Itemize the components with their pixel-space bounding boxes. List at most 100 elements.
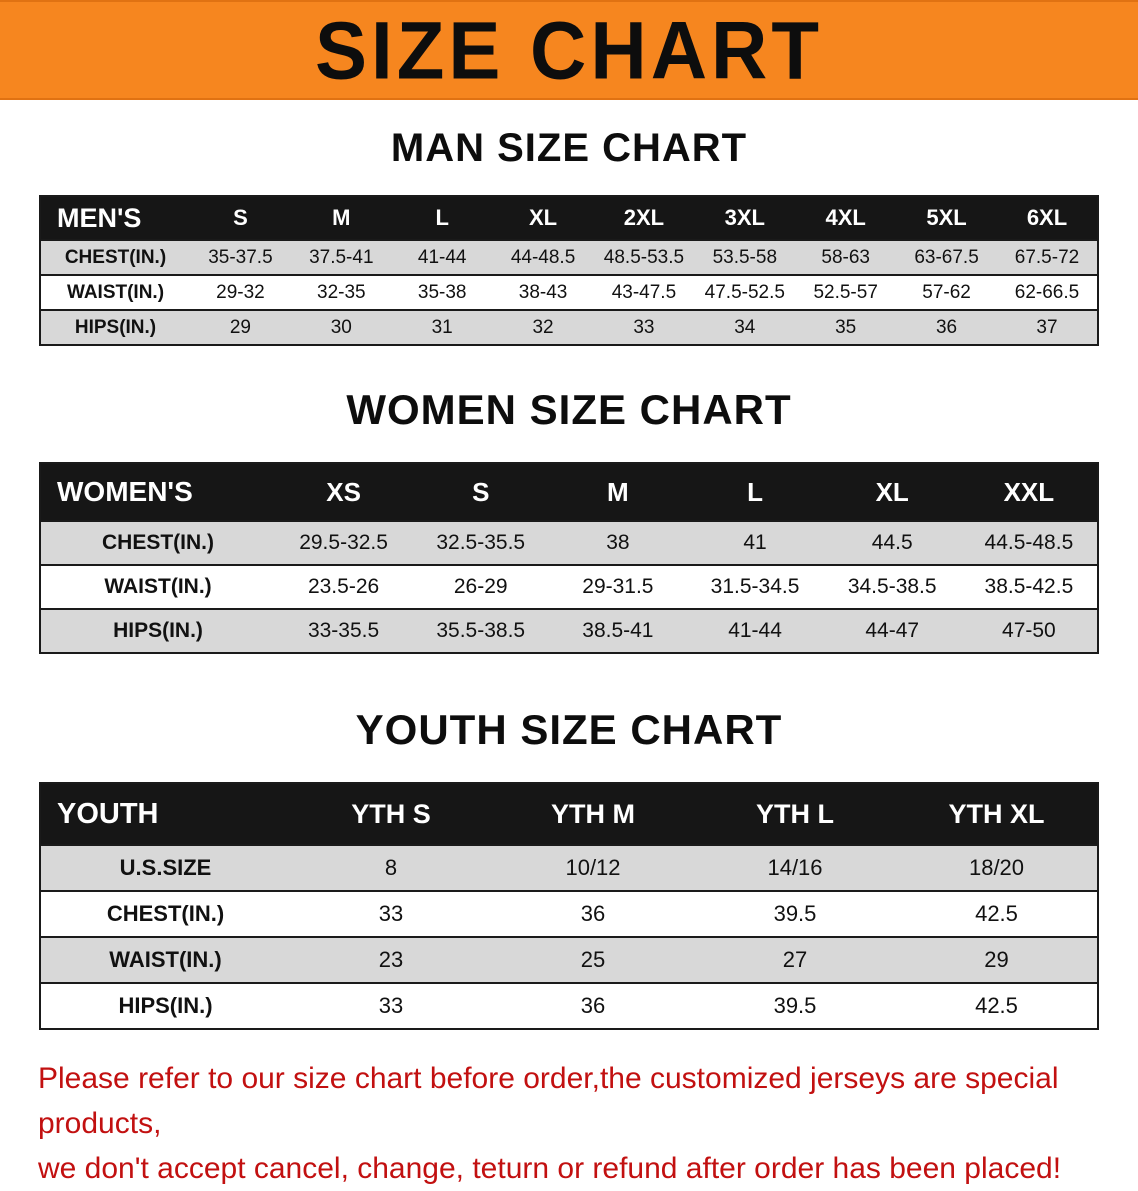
size-value-cell: 41-44 <box>417 246 467 268</box>
table-row: HIPS(IN.) 33-35.5 35.5-38.5 38.5-41 41-44 44-… <box>40 609 1098 653</box>
youth-section-heading: YOUTH SIZE CHART <box>355 706 783 753</box>
size-value-cell: 35 <box>835 316 857 338</box>
size-value-cell: 34 <box>734 316 756 338</box>
youth-size-table: YOUTH YTH S YTH M YTH L YTH XL U.S.SIZE 8 10/12… <box>39 782 1099 1030</box>
size-value-cell: 44-48.5 <box>510 246 576 268</box>
size-column-header: YTH XL <box>896 783 1098 845</box>
row-label: HIPS(IN.) <box>74 316 157 338</box>
table-row: CHEST(IN.) 33 36 39.5 42.5 <box>40 891 1098 937</box>
size-column-header: S <box>190 196 291 240</box>
size-value-cell: 29.5-32.5 <box>299 531 388 554</box>
youth-size-section: YOUTH SIZE CHART YOUTH YTH S YTH M YTH L YTH… <box>0 706 1138 1030</box>
table-row: HIPS(IN.) 29 30 31 32 33 34 35 36 37 <box>40 310 1098 345</box>
table-header-row: MEN'S S M L XL 2XL 3XL 4XL 5XL 6XL <box>40 196 1098 240</box>
size-value-cell: 42.5 <box>975 901 1018 926</box>
size-column-header: M <box>290 196 392 240</box>
size-value-cell: 44.5 <box>871 531 913 554</box>
size-value-cell: 33 <box>378 993 404 1018</box>
size-column-header: XL <box>492 196 594 240</box>
size-column-header: XXL <box>960 463 1098 521</box>
size-value-cell: 10/12 <box>565 855 621 880</box>
size-column-header: YTH M <box>492 783 694 845</box>
size-value-cell: 23.5-26 <box>307 575 380 598</box>
size-value-cell: 38.5-41 <box>582 619 654 642</box>
row-label: CHEST(IN.) <box>106 901 225 926</box>
table-row: WAIST(IN.) 29-32 32-35 35-38 38-43 43-47.5 47.… <box>40 275 1098 310</box>
size-column-header: 3XL <box>694 196 796 240</box>
size-value-cell: 38.5-42.5 <box>984 575 1074 598</box>
size-value-cell: 29-31.5 <box>582 575 654 598</box>
size-value-cell: 38-43 <box>518 281 568 303</box>
table-title-cell: WOMEN'S <box>40 463 275 521</box>
row-label: HIPS(IN.) <box>118 993 213 1018</box>
table-row: CHEST(IN.) 35-37.5 37.5-41 41-44 44-48.5 48.5… <box>40 240 1098 275</box>
table-row: CHEST(IN.) 29.5-32.5 32.5-35.5 38 41 44.5 44.5… <box>40 521 1098 565</box>
size-column-header: XL <box>823 463 961 521</box>
size-value-cell: 33-35.5 <box>307 619 380 642</box>
size-value-cell: 41 <box>743 531 767 554</box>
size-value-cell: 30 <box>330 316 352 338</box>
row-label: HIPS(IN.) <box>113 619 203 642</box>
table-header-row: WOMEN'S XS S M L XL XXL <box>40 463 1098 521</box>
size-value-cell: 44.5-48.5 <box>984 531 1074 554</box>
size-column-header: 2XL <box>593 196 695 240</box>
row-label: WAIST(IN.) <box>66 281 165 303</box>
men-section-heading: MAN SIZE CHART <box>390 126 748 170</box>
size-value-cell: 38 <box>606 531 630 554</box>
size-value-cell: 34.5-38.5 <box>847 575 937 598</box>
order-notice: Please refer to our size chart before or… <box>38 1056 1138 1191</box>
size-value-cell: 36 <box>935 316 958 338</box>
size-column-header: YTH L <box>694 783 896 845</box>
size-value-cell: 52.5-57 <box>813 281 878 303</box>
table-row: WAIST(IN.) 23 25 27 29 <box>40 937 1098 983</box>
size-value-cell: 43-47.5 <box>611 281 677 303</box>
size-value-cell: 25 <box>580 947 606 972</box>
size-value-cell: 35-38 <box>417 281 467 303</box>
size-value-cell: 62-66.5 <box>1014 281 1080 303</box>
women-size-table: WOMEN'S XS S M L XL XXL CHEST(IN.) 29.5-32.5 32.5… <box>39 462 1099 654</box>
size-value-cell: 29 <box>984 947 1009 972</box>
size-value-cell: 36 <box>580 993 606 1018</box>
size-column-header: S <box>412 463 550 521</box>
table-header-row: YOUTH YTH S YTH M YTH L YTH XL <box>40 783 1098 845</box>
size-column-header: XS <box>275 463 413 521</box>
table-row: WAIST(IN.) 23.5-26 26-29 29-31.5 31.5-34.5 34… <box>40 565 1098 609</box>
size-value-cell: 29 <box>229 316 251 338</box>
order-notice-line-2: we don't accept cancel, change, teturn o… <box>38 1152 1062 1185</box>
size-column-header: M <box>549 463 687 521</box>
size-column-header: YTH S <box>290 783 492 845</box>
size-value-cell: 33 <box>633 316 655 338</box>
size-value-cell: 32.5-35.5 <box>436 531 526 554</box>
size-value-cell: 57-62 <box>922 281 971 303</box>
size-value-cell: 47-50 <box>1002 619 1056 642</box>
size-value-cell: 47.5-52.5 <box>704 281 785 303</box>
size-value-cell: 53.5-58 <box>712 246 778 268</box>
size-value-cell: 35-37.5 <box>208 246 273 268</box>
size-value-cell: 14/16 <box>767 855 823 880</box>
order-notice-line-1: Please refer to our size chart before or… <box>38 1062 1059 1140</box>
page-title: SIZE CHART <box>315 3 823 96</box>
size-value-cell: 18/20 <box>968 855 1025 880</box>
size-value-cell: 32-35 <box>317 281 366 303</box>
size-value-cell: 31.5-34.5 <box>710 575 800 598</box>
size-value-cell: 67.5-72 <box>1014 246 1080 268</box>
size-value-cell: 26-29 <box>453 575 508 598</box>
men-size-table: MEN'S S M L XL 2XL 3XL 4XL 5XL 6XL CHEST(IN.) 35-37… <box>39 195 1099 346</box>
table-row: U.S.SIZE 8 10/12 14/16 18/20 <box>40 845 1098 891</box>
row-label: WAIST(IN.) <box>109 947 222 972</box>
size-value-cell: 44-47 <box>865 619 920 642</box>
size-value-cell: 39.5 <box>773 901 817 926</box>
size-column-header: L <box>686 463 824 521</box>
table-title-cell: YOUTH <box>40 783 290 845</box>
women-size-section: WOMEN SIZE CHART WOMEN'S XS S M L XL XXL CHEST(… <box>0 386 1138 654</box>
size-chart-banner: SIZE CHART <box>0 0 1138 100</box>
row-label: WAIST(IN.) <box>104 575 212 598</box>
size-value-cell: 37.5-41 <box>309 246 374 268</box>
size-value-cell: 32 <box>532 316 554 338</box>
row-label: CHEST(IN.) <box>102 531 214 554</box>
size-column-header: 5XL <box>896 196 997 240</box>
size-value-cell: 58-63 <box>821 246 870 268</box>
row-label: U.S.SIZE <box>119 855 212 880</box>
size-value-cell: 37 <box>1036 316 1058 338</box>
women-section-heading: WOMEN SIZE CHART <box>346 386 792 433</box>
